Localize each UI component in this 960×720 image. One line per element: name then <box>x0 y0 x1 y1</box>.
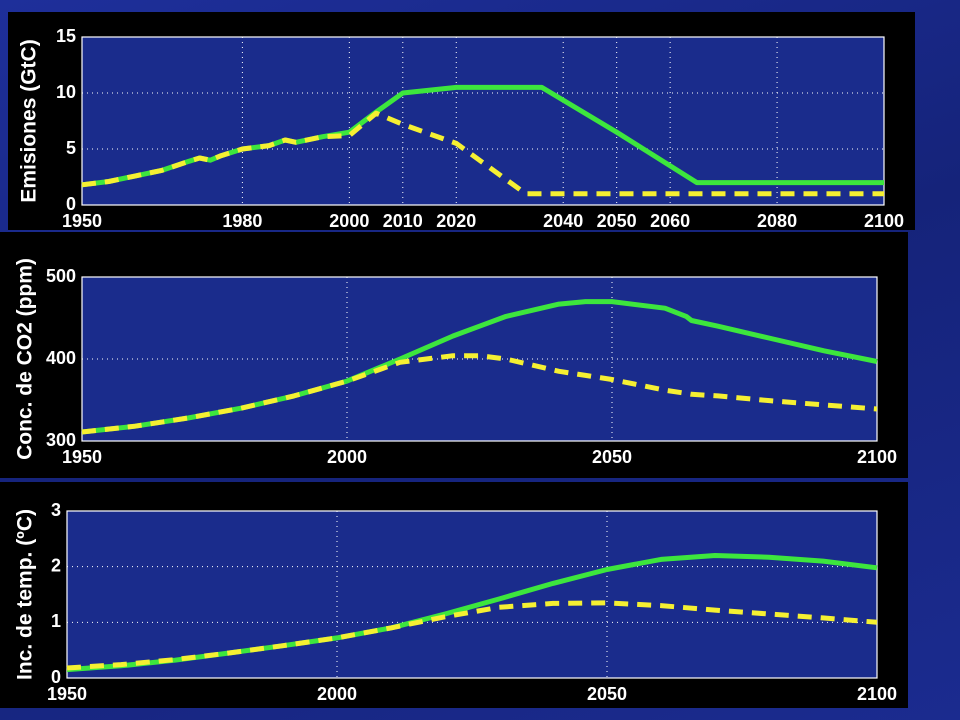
y-tick-label: 15 <box>56 26 76 46</box>
x-tick-label: 2020 <box>436 211 476 231</box>
x-tick-label: 2060 <box>650 211 690 231</box>
x-tick-label: 2050 <box>587 684 627 704</box>
y-axis-label: Inc. de temp. (ºC) <box>14 509 37 680</box>
y-tick-label: 300 <box>46 430 76 450</box>
y-tick-label: 1 <box>51 611 61 631</box>
plot-area <box>66 510 878 679</box>
x-tick-label: 2040 <box>543 211 583 231</box>
y-axis-label: Emisiones (GtC) <box>18 39 41 202</box>
y-tick-label: 0 <box>51 667 61 687</box>
x-tick-label: 2010 <box>383 211 423 231</box>
x-tick-label: 2000 <box>327 447 367 467</box>
y-tick-label: 2 <box>51 555 61 575</box>
x-tick-label: 2080 <box>757 211 797 231</box>
x-tick-label: 1950 <box>62 447 102 467</box>
x-tick-label: 1950 <box>47 684 87 704</box>
y-tick-label: 10 <box>56 82 76 102</box>
x-tick-label: 1980 <box>222 211 262 231</box>
y-tick-label: 3 <box>51 500 61 520</box>
y-axis-label: Conc. de CO2 (ppm) <box>14 258 37 460</box>
x-tick-label: 1950 <box>62 211 102 231</box>
data-line <box>66 600 878 671</box>
data-line <box>66 553 878 673</box>
y-tick-label: 5 <box>66 138 76 158</box>
y-tick-label: 0 <box>66 194 76 214</box>
y-tick-label: 500 <box>46 266 76 286</box>
x-tick-label: 2100 <box>857 447 897 467</box>
data-line <box>81 110 884 197</box>
x-tick-label: 2100 <box>864 211 904 231</box>
x-tick-label: 2000 <box>329 211 369 231</box>
data-line <box>81 353 878 435</box>
x-tick-label: 2100 <box>857 684 897 704</box>
y-tick-label: 400 <box>46 348 76 368</box>
x-tick-label: 2000 <box>317 684 357 704</box>
x-tick-label: 2050 <box>592 447 632 467</box>
plot-area <box>81 36 885 206</box>
x-tick-label: 2050 <box>597 211 637 231</box>
